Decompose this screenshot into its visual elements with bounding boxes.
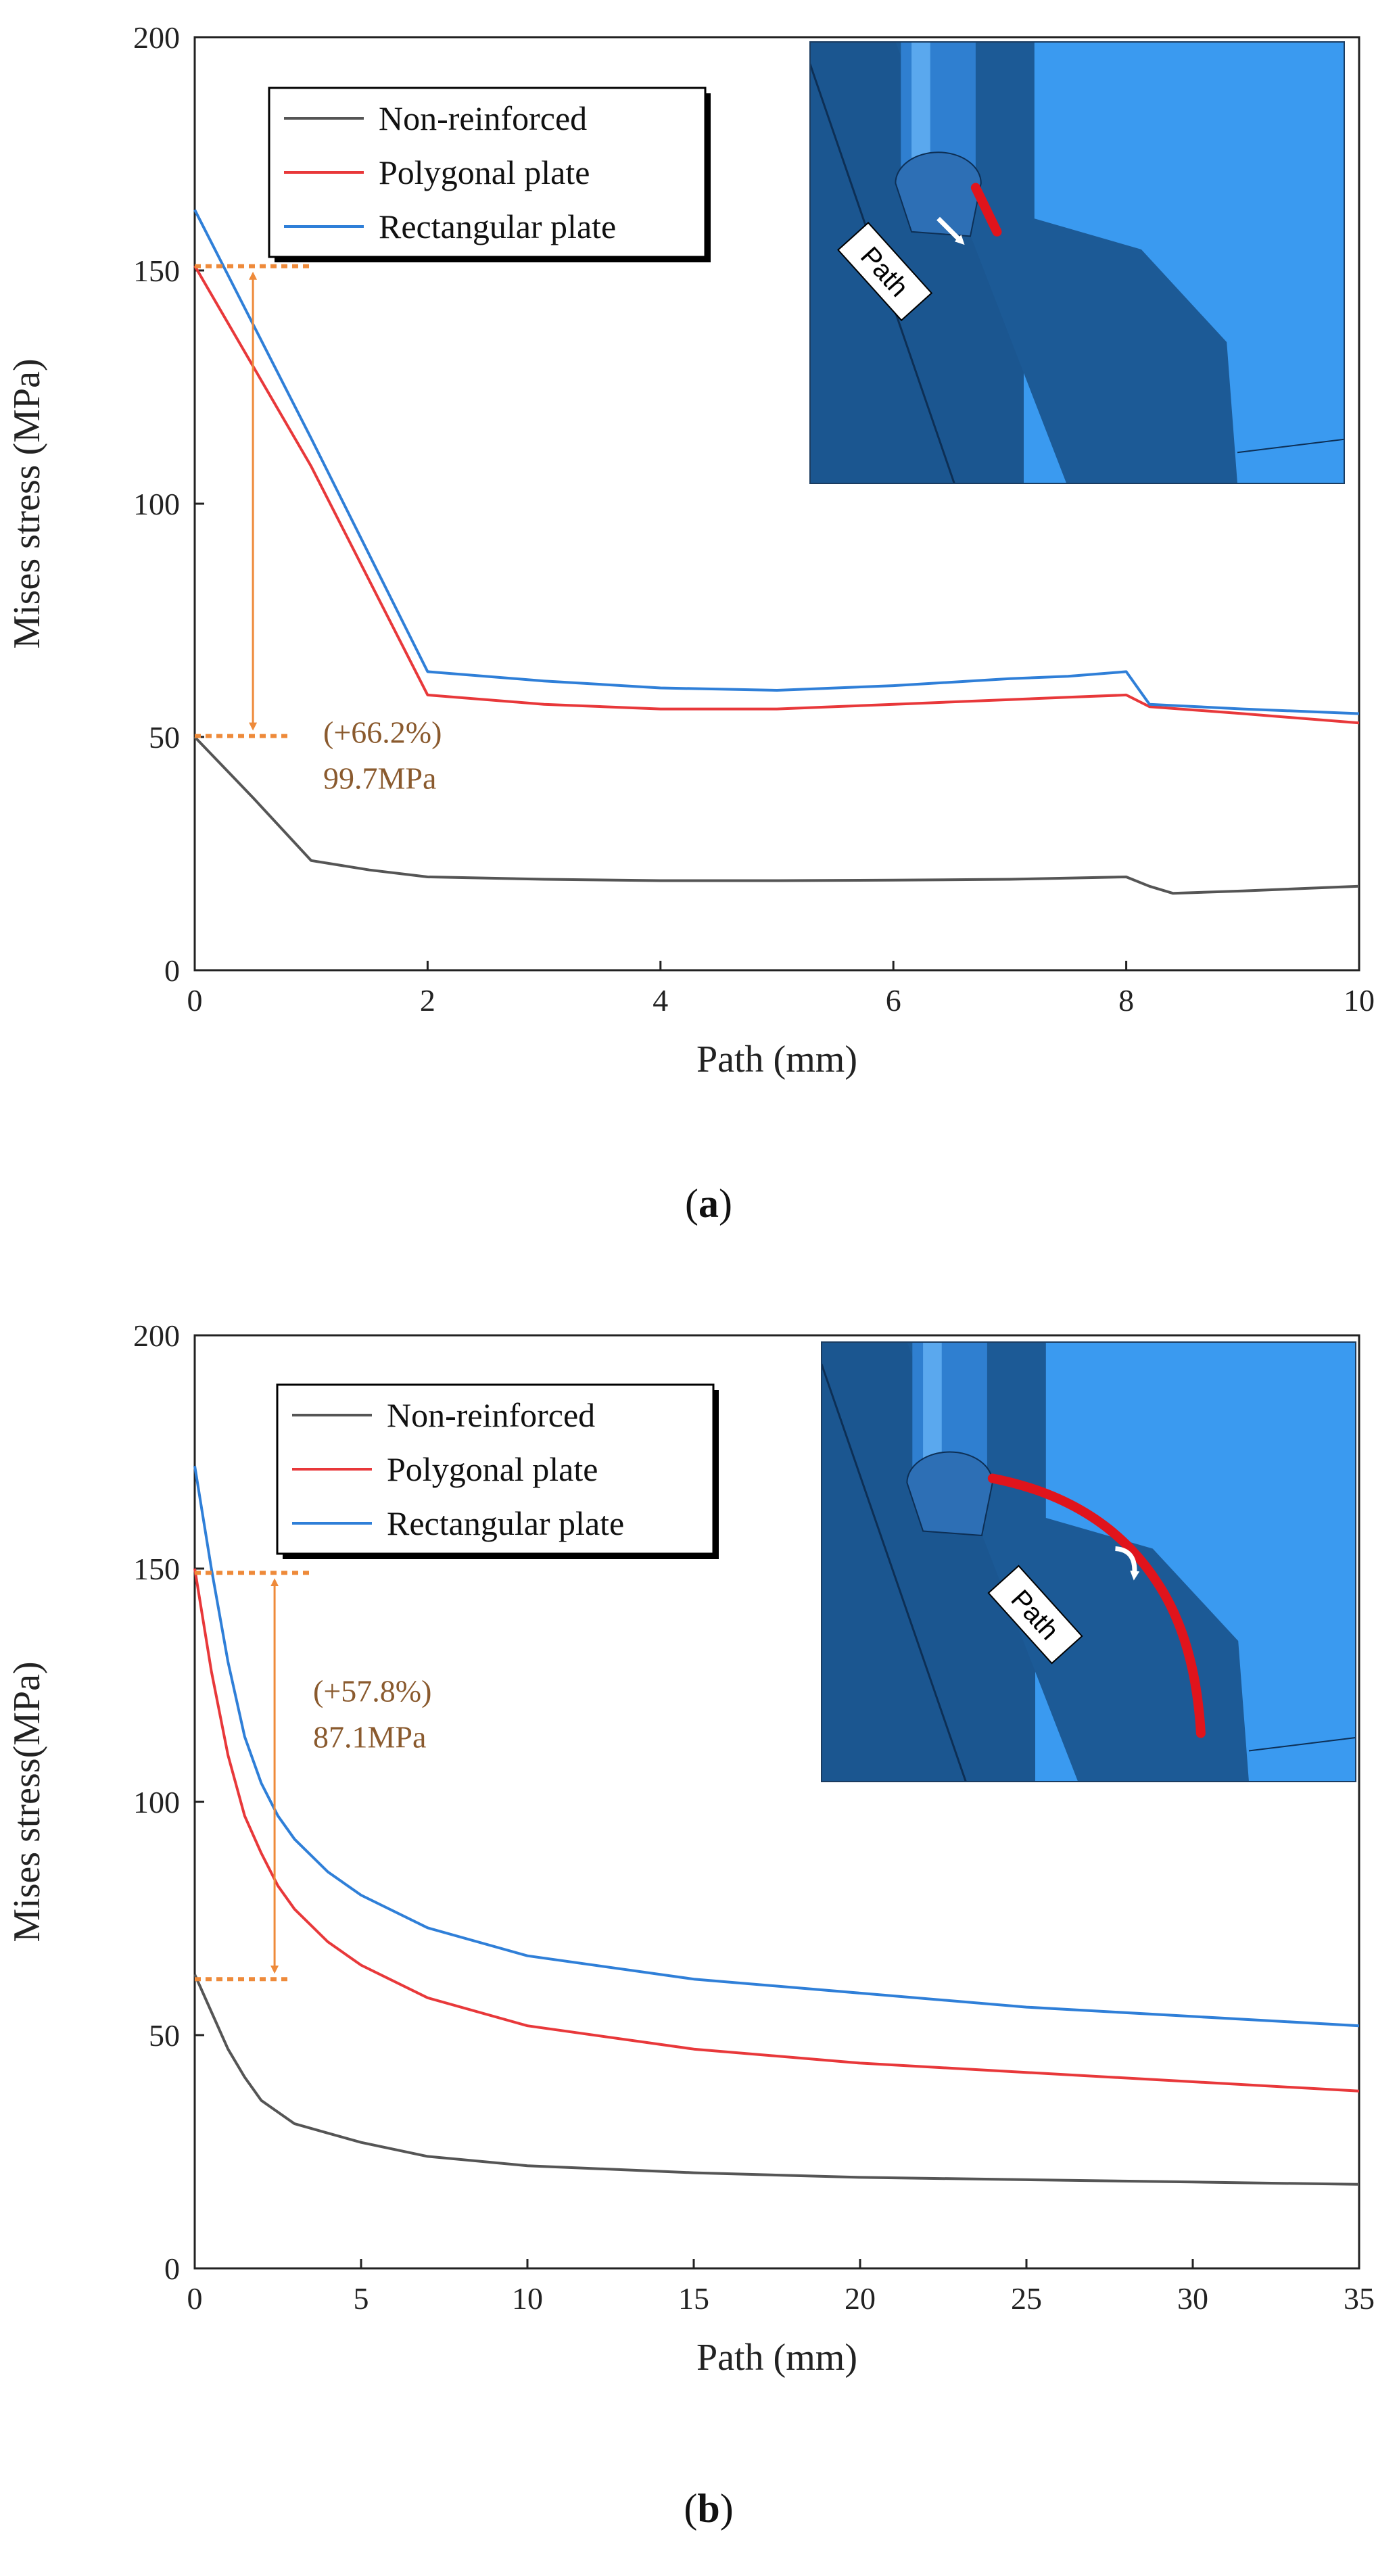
caption-letter: a [698, 1181, 719, 1226]
series-line-rectangular-plate [193, 1465, 1360, 2028]
inset-direction-arrow [936, 216, 965, 245]
legend-label: Non-reinforced [379, 99, 587, 137]
inset-weld [895, 151, 982, 237]
annotation-percent: (+66.2%) [323, 715, 442, 750]
y-tick-label: 0 [164, 953, 180, 988]
x-tick-label: 20 [845, 2281, 876, 2316]
x-tick-label: 30 [1177, 2281, 1208, 2316]
x-tick-label: 15 [678, 2281, 709, 2316]
chart-b: 0 5 10 15 20 25 30 35 0 50 100 150 200 Path (mm) Mises… [6, 1318, 1375, 2531]
x-tick-label: 5 [354, 2281, 369, 2316]
x-tick-label: 8 [1118, 983, 1134, 1018]
annotation-value: 87.1MPa [313, 1720, 426, 1755]
x-tick-label: 10 [1344, 983, 1375, 1018]
series-line-non-reinforced [193, 736, 1360, 895]
y-tick-label: 50 [149, 2018, 180, 2053]
x-axis-label: Path (mm) [696, 2337, 857, 2379]
y-tick-label: 150 [133, 1552, 180, 1586]
y-tick-label: 150 [133, 254, 180, 288]
legend-label: Rectangular plate [379, 208, 616, 245]
y-tick-label: 100 [133, 1785, 180, 1819]
series-line-rectangular-plate [193, 209, 1360, 715]
x-tick-label: 6 [886, 983, 901, 1018]
legend-label: Rectangular plate [387, 1504, 624, 1542]
series-line-non-reinforced [193, 1974, 1360, 2186]
inset-red-path [970, 183, 1002, 237]
inset-path-label: Path [837, 222, 933, 322]
inset-frame [821, 1341, 1356, 1782]
y-tick-label: 50 [149, 720, 180, 755]
x-tick-label: 25 [1011, 2281, 1042, 2316]
caption-letter: b [697, 2486, 719, 2531]
annotation-percent: (+57.8%) [313, 1674, 431, 1709]
x-axis-label: Path (mm) [696, 1039, 857, 1080]
x-tick-label: 2 [420, 983, 435, 1018]
y-tick-label: 0 [164, 2251, 180, 2286]
y-tick-label: 100 [133, 487, 180, 521]
inset-weld [906, 1451, 993, 1537]
y-tick-label: 200 [133, 1318, 180, 1353]
x-tick-label: 0 [187, 983, 203, 1018]
figure-caption: (b) [684, 2486, 733, 2531]
legend-label: Non-reinforced [387, 1396, 595, 1434]
x-tick-label: 0 [187, 2281, 203, 2316]
y-axis-label: Mises stress (MPa) [6, 358, 48, 648]
legend-label: Polygonal plate [379, 153, 590, 191]
inset-plate [907, 1342, 1249, 1782]
annotation-value: 99.7MPa [323, 761, 436, 796]
y-axis-label: Mises stress(MPa) [6, 1661, 48, 1942]
inset-model-view: Path [821, 1341, 1356, 1782]
series-line-polygonal-plate [193, 1568, 1360, 2093]
series-line-polygonal-plate [193, 265, 1360, 725]
y-tick-label: 200 [133, 20, 180, 55]
inset-model-view: Path [809, 41, 1345, 484]
inset-red-path [987, 1473, 1206, 1738]
x-tick-label: 10 [512, 2281, 543, 2316]
x-tick-label: 35 [1344, 2281, 1375, 2316]
inset-direction-arrow [1115, 1546, 1140, 1581]
legend-label: Polygonal plate [387, 1450, 598, 1488]
inset-frame [809, 41, 1345, 484]
x-tick-label: 4 [653, 983, 668, 1018]
inset-plate [895, 42, 1237, 483]
figure-caption: (a) [685, 1181, 732, 1226]
